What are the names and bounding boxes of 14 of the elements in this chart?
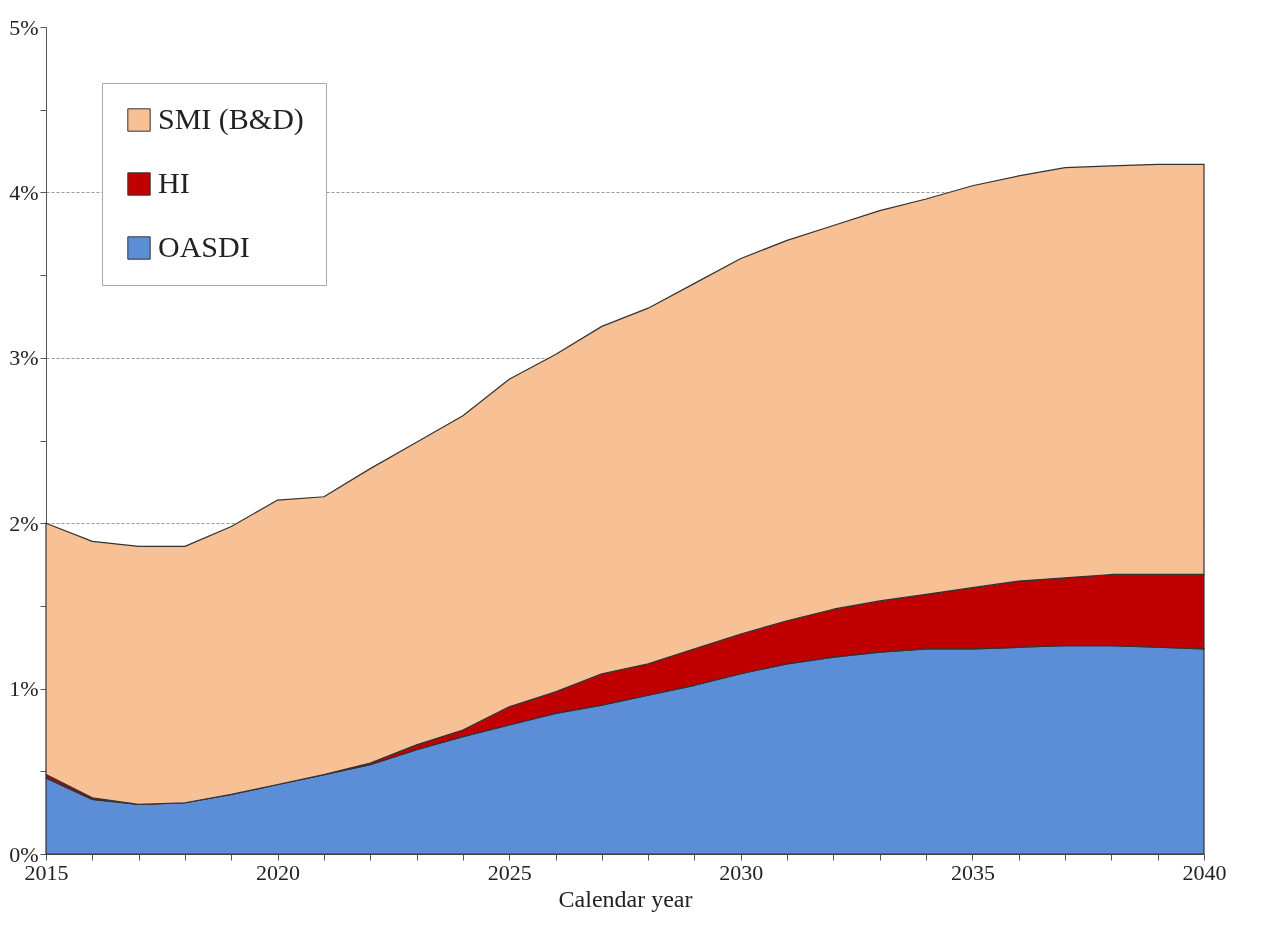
y-tick-label: 1%	[9, 676, 39, 702]
x-tick-label: 2030	[719, 859, 764, 885]
y-tick-label: 2%	[9, 510, 39, 536]
legend-label: OASDI	[158, 230, 250, 263]
x-tick-label: 2040	[1182, 859, 1227, 885]
y-tick-label: 5%	[9, 14, 39, 40]
legend-label: HI	[158, 166, 190, 199]
x-tick-label: 2025	[487, 859, 532, 885]
legend-label: SMI (B&D)	[158, 102, 304, 136]
x-tick-label: 2020	[256, 859, 301, 885]
x-tick-label: 2035	[950, 859, 995, 885]
x-axis-title: Calendar year	[558, 885, 693, 912]
y-tick-label: 4%	[9, 179, 39, 205]
y-tick-label: 3%	[9, 345, 39, 371]
